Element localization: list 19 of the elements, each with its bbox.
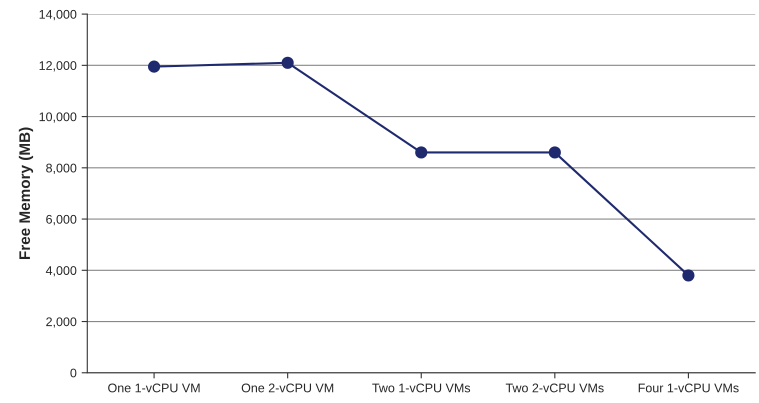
y-tick-label: 0 xyxy=(70,368,76,378)
x-tick-label: One 1-vCPU VM xyxy=(108,384,200,392)
y-tick-label: 6,000 xyxy=(46,214,76,226)
x-tick-label: Two 2-vCPU VMs xyxy=(506,384,604,392)
point xyxy=(148,60,160,73)
point xyxy=(682,269,694,282)
x-tick-label: One 2-vCPU VM xyxy=(242,384,334,392)
x-tick-label: Two 1-vCPU VMs xyxy=(372,384,470,392)
point xyxy=(282,56,294,69)
y-tick-label: 14,000 xyxy=(40,10,76,20)
y-tick-label: 4,000 xyxy=(46,266,76,276)
y-tick-label: 12,000 xyxy=(40,61,76,72)
point xyxy=(548,146,561,159)
y-tick-label: 2,000 xyxy=(46,317,76,328)
point xyxy=(415,146,428,159)
y-tick-label: 10,000 xyxy=(40,112,76,123)
y-tick-label: 8,000 xyxy=(46,164,76,174)
y-axis-title: Free Memory (MB) xyxy=(18,128,34,260)
x-tick-label: Four 1-vCPU VMs xyxy=(638,384,739,392)
